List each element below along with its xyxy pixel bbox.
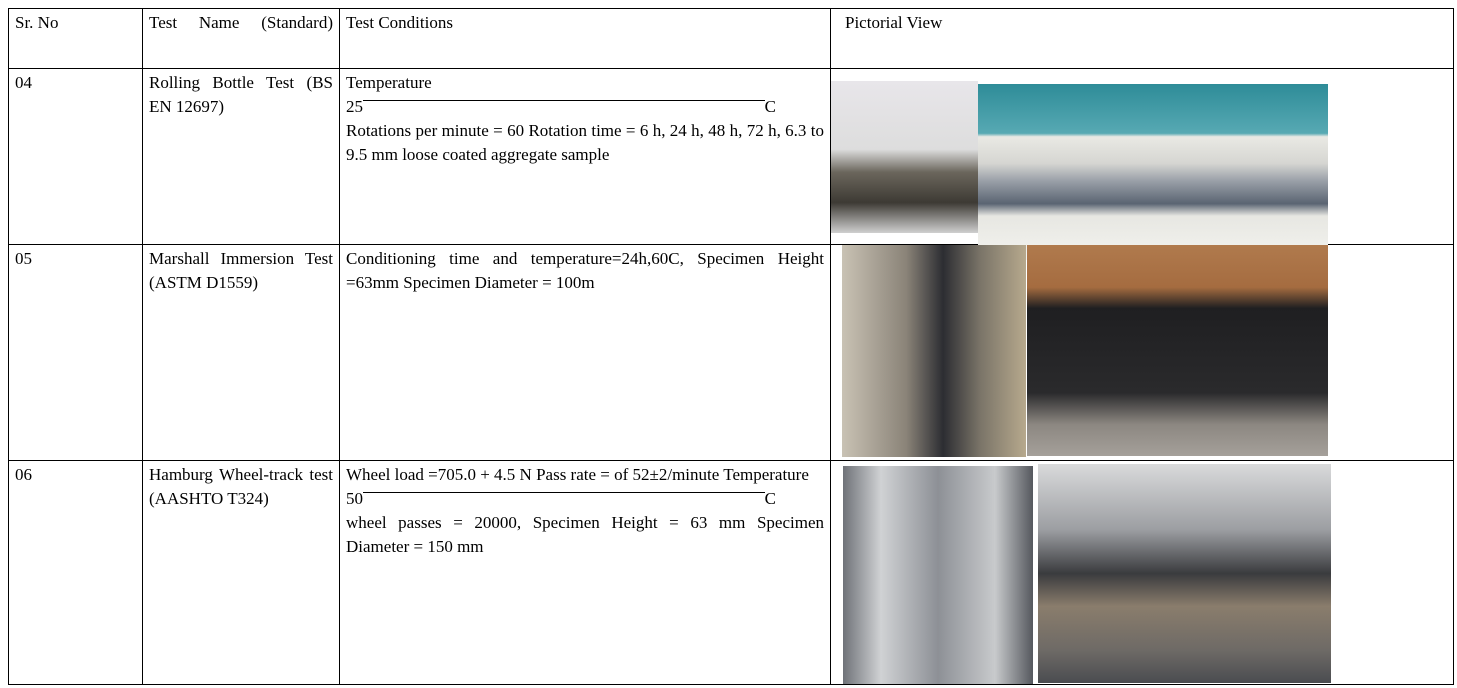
sr-no: 06: [8, 460, 143, 685]
temperature-line: 50 C: [346, 487, 824, 511]
photo: [843, 466, 1033, 684]
rule: [363, 100, 765, 101]
condition-text: wheel passes = 20000, Specimen Height = …: [346, 513, 824, 556]
test-table: Sr. No Test Name (Standard) Test Conditi…: [8, 8, 1454, 685]
photo: [978, 84, 1328, 260]
condition-text: Rotations per minute = 60 Rotation time …: [346, 121, 824, 164]
row: 06 Hamburg Wheel-track test (AASHTO T324…: [8, 460, 1454, 685]
test-name: Hamburg Wheel-track test (AASHTO T324): [142, 460, 340, 685]
sr-no: 04: [8, 68, 143, 245]
row: 05 Marshall Immersion Test (ASTM D1559) …: [8, 244, 1454, 461]
row: 04 Rolling Bottle Test (BS EN 12697) Tem…: [8, 68, 1454, 260]
temperature-value: 50: [346, 489, 363, 508]
temperature-value: 25: [346, 97, 363, 116]
photo: [1027, 245, 1328, 456]
test-name: Marshall Immersion Test (ASTM D1559): [142, 244, 340, 461]
temperature-line: 25 C: [346, 95, 824, 119]
photo: [831, 81, 978, 233]
header-cell: Sr. No: [8, 8, 143, 69]
pictorial-view: [830, 68, 1454, 260]
temperature-unit: C: [764, 97, 776, 116]
rule: [363, 492, 765, 493]
condition-text: Temperature: [346, 73, 432, 92]
photo: [842, 245, 1026, 457]
condition-text: Wheel load =705.0 + 4.5 N Pass rate = of…: [346, 465, 809, 484]
pictorial-view: [830, 460, 1454, 685]
photo: [1038, 464, 1331, 683]
temperature-unit: C: [764, 489, 776, 508]
header-cell: Pictorial View: [830, 8, 1454, 69]
conditions: Temperature 25 C Rotations per minute = 60 …: [339, 68, 831, 245]
sr-no: 05: [8, 244, 143, 461]
header-cell: Test Conditions: [339, 8, 831, 69]
conditions: Wheel load =705.0 + 4.5 N Pass rate = of…: [339, 460, 831, 685]
test-name: Rolling Bottle Test (BS EN 12697): [142, 68, 340, 245]
condition-text: Conditioning time and temperature=24h,60…: [346, 249, 824, 292]
conditions: Conditioning time and temperature=24h,60…: [339, 244, 831, 461]
header-cell: Test Name (Standard): [142, 8, 340, 69]
pictorial-view: [830, 244, 1454, 461]
header-row: Sr. No Test Name (Standard) Test Conditi…: [8, 8, 1454, 69]
